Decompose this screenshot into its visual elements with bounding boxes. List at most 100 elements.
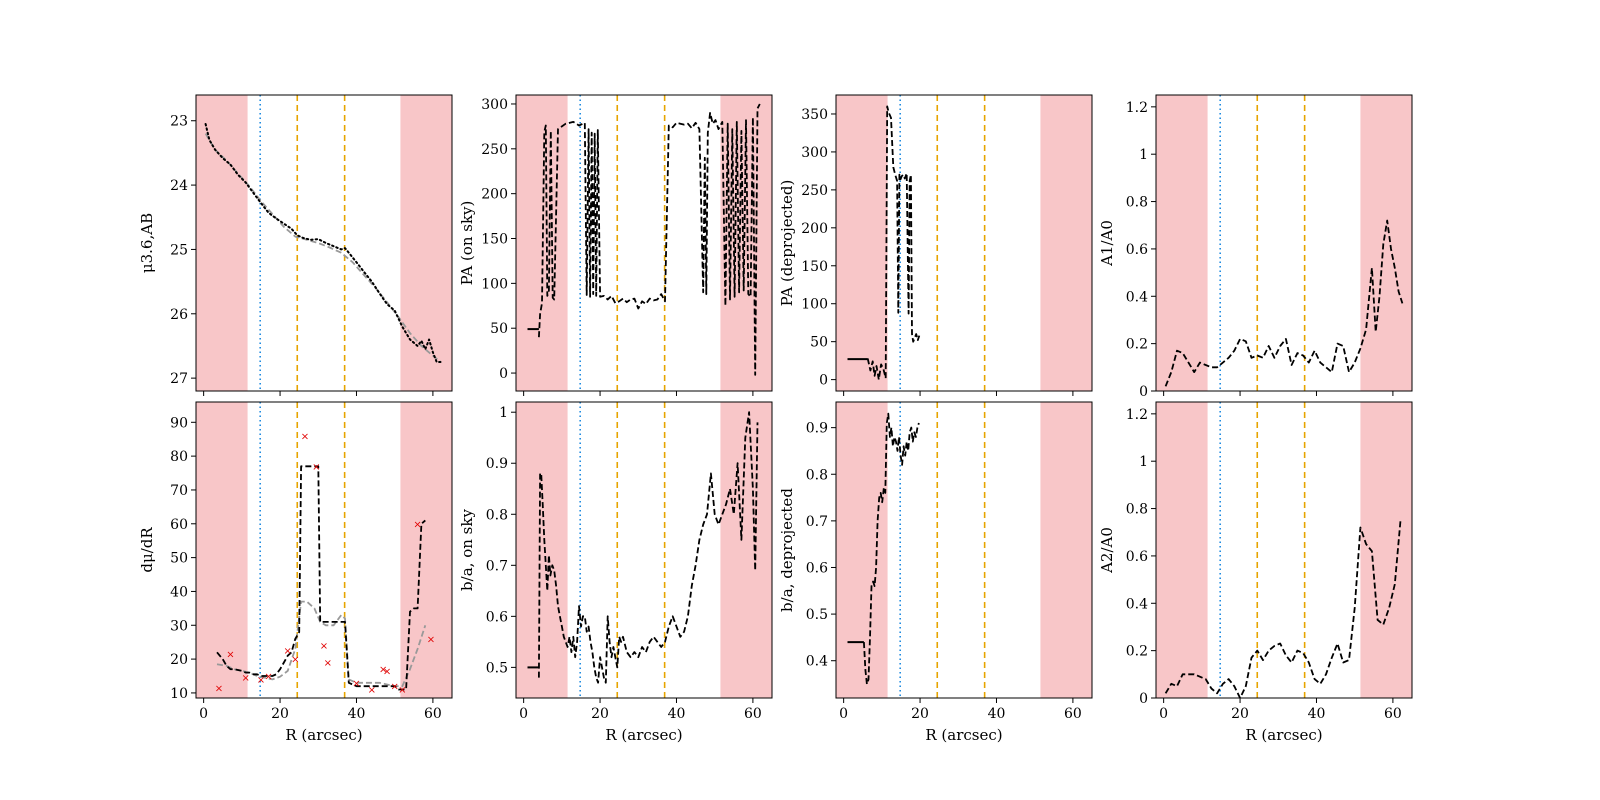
series-line: [204, 133, 442, 363]
plot-area: [836, 402, 1092, 698]
shaded-region: [1156, 402, 1208, 698]
y-tick-label: 60: [170, 517, 188, 533]
plot-area: [1156, 402, 1412, 698]
y-tick-label: 300: [801, 145, 828, 161]
marker-point: ×: [241, 673, 249, 684]
shaded-region: [196, 95, 248, 391]
marker-point: ×: [390, 682, 398, 693]
y-tick-label: 0.9: [486, 456, 508, 472]
shaded-region: [400, 95, 452, 391]
x-tick-label: 20: [591, 706, 609, 722]
y-tick-label: 0.4: [806, 654, 828, 670]
plot-area: [836, 95, 1092, 391]
y-tick-label: 30: [170, 618, 188, 634]
y-axis-label: A2/A0: [1098, 527, 1116, 574]
y-tick-label: 0: [499, 366, 508, 382]
series-line: [216, 465, 426, 691]
y-axis: 0 50 100 150 200 250 300 350: [801, 107, 836, 389]
y-axis: 0 0.2 0.4 0.6 0.8 1 1.2: [1126, 407, 1156, 707]
y-tick-label: 0.8: [1126, 502, 1148, 518]
x-tick-label: 20: [271, 706, 289, 722]
x-axis-label: R (arcsec): [925, 726, 1002, 744]
y-tick-label: 40: [170, 584, 188, 600]
y-axis-label: PA (deprojected): [778, 180, 796, 307]
y-tick-label: 1: [1139, 454, 1148, 470]
shaded-region: [1040, 402, 1092, 698]
marker-point: ×: [215, 683, 223, 694]
y-tick-label: 0.5: [806, 607, 828, 623]
y-tick-label: 200: [801, 221, 828, 237]
y-tick-label: 0: [1139, 691, 1148, 707]
panel-pa_deproj: 0 50 100 150 200 250 300 350 PA (deprojected): [778, 94, 1093, 396]
y-axis: 0 50 100 150 200 250 300: [481, 97, 516, 382]
x-tick-label: 0: [199, 706, 208, 722]
y-tick-label: 0.6: [806, 560, 828, 576]
axes-frame: [835, 94, 1093, 392]
plot-area: [1156, 95, 1412, 391]
y-tick-label: 0.7: [486, 558, 508, 574]
x-axis: [523, 391, 754, 396]
shaded-region: [836, 95, 888, 391]
y-axis: 23 24 25 26 27: [170, 114, 196, 387]
x-axis-label: R (arcsec): [285, 726, 362, 744]
marker-point: ×: [312, 462, 320, 473]
y-tick-label: 0.8: [486, 507, 508, 523]
axes-frame: [835, 401, 1093, 699]
x-tick-label: 0: [1159, 706, 1168, 722]
y-tick-label: 1.2: [1126, 100, 1148, 116]
y-tick-label: 300: [481, 97, 508, 113]
y-tick-label: 20: [170, 652, 188, 668]
x-axis-label: R (arcsec): [605, 726, 682, 744]
x-axis: 0 20 40 60: [199, 698, 442, 722]
x-tick-label: 40: [668, 706, 686, 722]
x-axis: [843, 391, 1074, 396]
y-tick-label: 0.4: [1126, 289, 1148, 305]
y-tick-label: 150: [481, 232, 508, 248]
y-tick-label: 26: [170, 307, 188, 323]
marker-point: ×: [368, 685, 376, 696]
y-tick-label: 50: [810, 335, 828, 351]
x-tick-label: 60: [424, 706, 442, 722]
series-line: [538, 411, 759, 684]
shaded-region: [400, 402, 452, 698]
y-axis-label: dμ/dR: [138, 527, 156, 573]
x-axis: 0 20 40 60: [1159, 698, 1402, 722]
shaded-region: [1156, 95, 1208, 391]
axes-frame: [1155, 401, 1413, 699]
y-tick-label: 0.4: [1126, 596, 1148, 612]
axes-frame: [195, 94, 453, 392]
y-tick-label: 70: [170, 483, 188, 499]
x-tick-label: 20: [911, 706, 929, 722]
plot-area: ××× × ×××××××××××× ×××: [196, 402, 452, 698]
y-tick-label: 0.2: [1126, 644, 1148, 660]
y-axis: 0.5 0.6 0.7 0.8 0.9 1: [486, 405, 516, 676]
marker-point: ×: [291, 655, 299, 666]
x-tick-label: 0: [519, 706, 528, 722]
y-tick-label: 0.2: [1126, 337, 1148, 353]
y-axis-label: μ3.6,AB: [138, 213, 156, 273]
y-tick-label: 1: [1139, 147, 1148, 163]
y-tick-label: 0.6: [486, 609, 508, 625]
y-tick-label: 1.2: [1126, 407, 1148, 423]
y-tick-label: 0.8: [806, 467, 828, 483]
y-tick-label: 100: [481, 276, 508, 292]
marker-point: ×: [413, 519, 421, 530]
series-line: [538, 103, 761, 376]
x-tick-label: 20: [1231, 706, 1249, 722]
y-tick-label: 0.6: [1126, 242, 1148, 258]
plot-area: [516, 95, 772, 391]
y-tick-label: 0.6: [1126, 549, 1148, 565]
marker-point: ×: [324, 658, 332, 669]
shaded-region: [196, 402, 248, 698]
y-tick-label: 0.9: [806, 421, 828, 437]
panel-ba_sky: 0.5 0.6 0.7 0.8 0.9 1 0 20 40 60 R (arcsec) b/a, on…: [458, 401, 773, 744]
x-tick-label: 40: [988, 706, 1006, 722]
y-tick-label: 80: [170, 449, 188, 465]
plot-area: [196, 95, 452, 391]
x-tick-label: 60: [1064, 706, 1082, 722]
marker-point: ×: [320, 641, 328, 652]
marker-point: ×: [284, 646, 292, 657]
y-tick-label: 100: [801, 297, 828, 313]
plot-area: [516, 402, 772, 698]
y-tick-label: 0.5: [486, 660, 508, 676]
